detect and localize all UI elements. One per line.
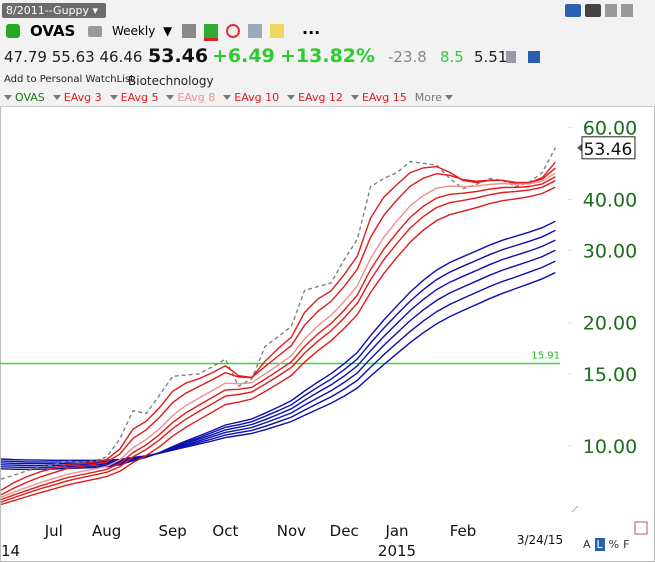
scale-mode[interactable]: %	[608, 538, 620, 551]
t-button[interactable]	[585, 4, 601, 17]
industry: Biotechnology	[128, 74, 214, 88]
series-line	[0, 179, 556, 503]
legend-arrow	[223, 95, 232, 100]
scale-mode[interactable]: F	[623, 538, 630, 551]
symbol[interactable]: OVAS	[30, 22, 76, 40]
high: 55.63	[51, 48, 95, 66]
legend-label: EAvg 8	[177, 91, 216, 104]
x-tick-label: Nov	[277, 522, 306, 540]
series-line	[0, 172, 556, 498]
series-line	[0, 147, 557, 480]
legend-arrow	[4, 95, 12, 100]
series-line	[0, 161, 556, 491]
x-tick-label: Sep	[158, 522, 186, 540]
last-date: 3/24/15	[517, 533, 563, 547]
last-price-label: 53.46	[584, 140, 633, 160]
stat: 8.5	[440, 48, 464, 66]
watchlist-link[interactable]: Add to Personal WatchList	[4, 74, 135, 85]
tools-icon[interactable]	[182, 24, 196, 38]
note-icon[interactable]	[270, 24, 284, 38]
year-label: 2015	[378, 542, 416, 560]
legend-label: EAvg 3	[63, 91, 102, 104]
scale-mode[interactable]: A	[583, 538, 591, 551]
y-tick-label: 40.00	[583, 189, 637, 211]
legend-item[interactable]: EAvg 15	[350, 91, 407, 104]
layout-name: 8/2011--Guppy	[6, 4, 90, 17]
legend-arrow	[166, 95, 175, 100]
scale-modes: A L% F	[583, 538, 629, 551]
legend-label: EAvg 12	[298, 91, 343, 104]
legend-item[interactable]: OVAS	[4, 91, 45, 104]
y-tick-label: 60.00	[583, 117, 637, 139]
ohl: 47.79 55.63 46.46	[4, 48, 142, 66]
legend-arrow	[445, 95, 454, 100]
period: Weekly	[112, 24, 156, 38]
change-percent: +13.82%	[280, 45, 376, 67]
resize-mark	[571, 505, 579, 513]
change: +6.49	[212, 45, 275, 67]
legend: OVAS EAvg 3 EAvg 5 EAvg 8 EAvg 10 EAvg 12 EAvg…	[4, 91, 454, 104]
print-icon[interactable]	[88, 26, 102, 37]
price-box	[581, 136, 636, 160]
last-price: 53.46	[148, 45, 209, 67]
series-line	[0, 176, 556, 501]
legend-label: EAvg 15	[361, 91, 407, 104]
window-controls	[565, 4, 649, 18]
legend-label: OVAS	[15, 91, 45, 104]
x-tick-label: Jul	[44, 522, 63, 540]
legend-arrow	[52, 95, 61, 100]
layout-dropdown[interactable]: 8/2011--Guppy ▾	[2, 3, 106, 18]
scale-mode[interactable]: L	[594, 538, 605, 551]
low: 46.46	[99, 48, 143, 66]
indicators-icon[interactable]	[204, 24, 218, 41]
reference-label: 15.91	[531, 350, 560, 361]
s-button[interactable]	[565, 4, 581, 17]
series-line	[0, 186, 556, 506]
legend-item[interactable]: EAvg 8	[166, 91, 215, 104]
series-line	[0, 229, 556, 469]
price-pointer	[577, 143, 582, 152]
x-tick-label: Dec	[330, 522, 359, 540]
legend-more: More	[414, 91, 443, 104]
x-tick-label: Jan	[384, 522, 408, 540]
y-tick-label: 20.00	[583, 313, 637, 335]
legend-arrow	[287, 95, 296, 100]
series-line	[0, 167, 556, 496]
legend-arrow	[109, 95, 118, 100]
db-icon[interactable]	[506, 51, 516, 63]
toolbar	[0, 0, 655, 107]
save-icon[interactable]	[528, 51, 540, 63]
more-button[interactable]: ...	[302, 19, 321, 38]
pin-button[interactable]	[605, 4, 617, 17]
stat: -23.8	[388, 48, 427, 66]
legend-label: EAvg 5	[120, 91, 159, 104]
legend-item[interactable]: More	[414, 91, 454, 104]
x-tick-label: Oct	[212, 522, 238, 540]
move-button[interactable]	[621, 4, 633, 17]
series-line	[0, 220, 556, 471]
open: 47.79	[4, 48, 47, 66]
y-tick-label: 10.00	[583, 436, 637, 458]
legend-item[interactable]: EAvg 5	[109, 91, 159, 104]
legend-item[interactable]: EAvg 3	[52, 91, 102, 104]
series-line	[0, 249, 556, 465]
period-dropdown[interactable]: Weekly ▼	[112, 24, 173, 38]
y-tick-label: 30.00	[583, 241, 637, 263]
table-icon[interactable]	[248, 24, 262, 38]
edit-icon[interactable]	[634, 521, 648, 535]
x-tick-label: Feb	[450, 522, 477, 540]
year-label: 14	[1, 542, 20, 560]
x-tick-label: Aug	[92, 522, 121, 540]
tool-icons	[182, 24, 284, 41]
legend-arrow	[350, 95, 359, 100]
add-button[interactable]	[6, 24, 20, 38]
legend-item[interactable]: EAvg 10	[223, 91, 279, 104]
y-tick-label: 15.00	[583, 364, 637, 386]
alarm-icon[interactable]	[226, 24, 240, 38]
stat: 5.51	[474, 48, 508, 66]
series-line	[0, 271, 556, 461]
legend-item[interactable]: EAvg 12	[287, 91, 343, 104]
legend-label: EAvg 10	[234, 91, 280, 104]
